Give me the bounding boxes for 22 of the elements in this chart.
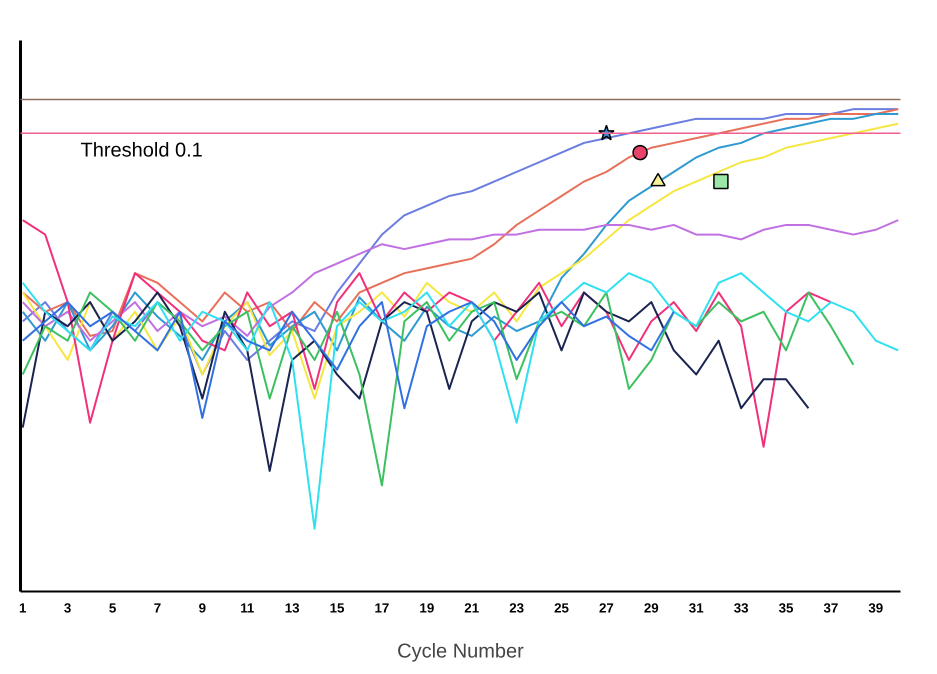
x-tick-label: 5 — [108, 600, 117, 616]
x-tick-label: 35 — [778, 600, 794, 616]
x-tick-label: 31 — [688, 600, 704, 616]
x-tick-label: 33 — [734, 600, 749, 616]
x-tick-label: 13 — [284, 600, 300, 616]
x-tick-label: 29 — [644, 600, 659, 616]
x-tick-label: 39 — [868, 600, 884, 616]
x-tick-label: 23 — [509, 600, 524, 616]
x-tick-label: 3 — [64, 600, 72, 616]
x-tick-label: 21 — [464, 600, 480, 616]
x-axis-title: Cycle Number — [397, 640, 524, 662]
x-tick-label: 11 — [240, 600, 255, 616]
x-tick-label: 17 — [374, 600, 390, 616]
x-tick-label: 19 — [419, 600, 434, 616]
x-tick-label: 1 — [19, 600, 28, 616]
x-tick-label: 7 — [154, 600, 162, 616]
x-tick-label: 27 — [599, 600, 614, 616]
x-tick-label: 9 — [198, 600, 206, 616]
ref-line-label: Threshold 0.1 — [80, 139, 203, 162]
x-tick-label: 15 — [330, 600, 346, 616]
x-tick-label: 37 — [823, 600, 838, 616]
x-tick-label: 25 — [554, 600, 570, 616]
